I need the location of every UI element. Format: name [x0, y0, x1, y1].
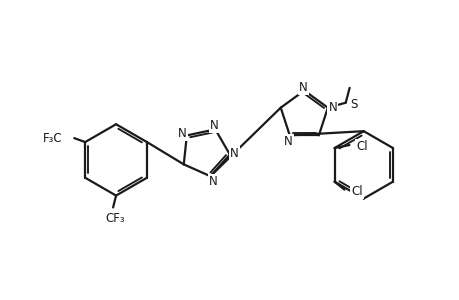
Text: N: N — [208, 175, 217, 188]
Text: N: N — [209, 119, 218, 132]
Text: N: N — [178, 127, 186, 140]
Text: N: N — [230, 147, 238, 160]
Text: CF₃: CF₃ — [105, 212, 124, 225]
Text: S: S — [350, 98, 357, 111]
Text: F₃C: F₃C — [43, 132, 62, 145]
Text: N: N — [298, 81, 307, 94]
Text: Cl: Cl — [356, 140, 367, 153]
Text: Cl: Cl — [351, 184, 362, 198]
Text: N: N — [283, 135, 292, 148]
Text: N: N — [328, 101, 336, 114]
